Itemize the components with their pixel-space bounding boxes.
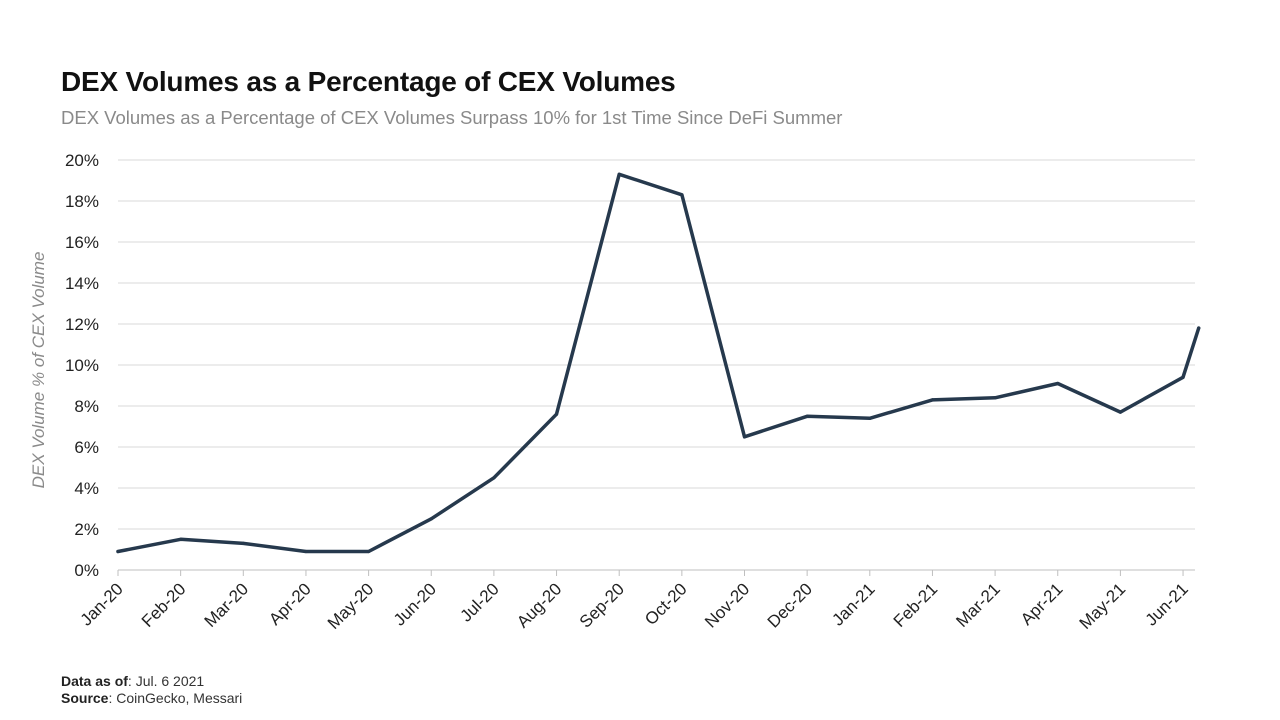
- source-label: Source: [61, 690, 109, 706]
- source-value: : CoinGecko, Messari: [108, 690, 243, 706]
- data-point: [241, 541, 245, 546]
- x-tick-label: Jun-21: [1142, 579, 1192, 629]
- data-point: [1181, 375, 1185, 379]
- x-tick-label: Jan-21: [828, 579, 878, 629]
- x-tick-label: Nov-20: [701, 579, 753, 631]
- data-point: [868, 416, 872, 420]
- data-point: [492, 476, 496, 480]
- data-point: [116, 549, 120, 554]
- y-tick-label: 10%: [65, 356, 99, 375]
- x-tick-label: Feb-21: [890, 579, 942, 631]
- data-point: [680, 193, 684, 197]
- chart-subtitle: DEX Volumes as a Percentage of CEX Volum…: [61, 107, 843, 128]
- data-point: [805, 414, 809, 418]
- x-tick-label: Mar-21: [952, 579, 1004, 631]
- data-point: [367, 549, 371, 554]
- x-tick-label: Jul-20: [457, 579, 503, 625]
- data-point: [1118, 410, 1122, 414]
- data-as-of-label: Data as of: [61, 673, 128, 689]
- data-point: [304, 549, 308, 554]
- x-tick-label: Oct-20: [641, 579, 691, 629]
- y-tick-label: 0%: [74, 561, 99, 580]
- gridlines: [118, 159, 1195, 530]
- data-point: [930, 398, 935, 402]
- y-tick-label: 2%: [74, 520, 99, 539]
- x-tick-label: Feb-20: [138, 579, 190, 631]
- chart-title: DEX Volumes as a Percentage of CEX Volum…: [61, 66, 676, 97]
- x-tick-label: Apr-20: [265, 579, 315, 629]
- y-tick-label: 4%: [74, 479, 99, 498]
- data-point: [1056, 381, 1060, 386]
- y-tick-label: 18%: [65, 192, 99, 211]
- x-tick-label: Sep-20: [576, 579, 628, 631]
- x-tick-label: Jan-20: [77, 579, 127, 629]
- footer-source: Source: CoinGecko, Messari: [61, 690, 242, 706]
- data-as-of-value: : Jul. 6 2021: [127, 673, 205, 689]
- y-tick-label: 14%: [65, 274, 99, 293]
- x-tick-label: Dec-20: [764, 579, 816, 631]
- x-tick-label: Mar-20: [201, 579, 253, 631]
- y-axis-label: DEX Volume % of CEX Volume: [29, 252, 48, 489]
- data-point: [554, 412, 559, 416]
- data-point: [179, 537, 183, 541]
- data-point: [617, 172, 621, 176]
- x-tick-label: Aug-20: [513, 579, 565, 631]
- x-tick-label: Apr-21: [1017, 579, 1067, 629]
- series: [116, 172, 1201, 554]
- y-tick-label: 6%: [74, 438, 99, 457]
- data-point: [1197, 326, 1201, 330]
- axes: [117, 569, 1195, 576]
- y-tick-label: 8%: [74, 397, 99, 416]
- data-point: [429, 517, 433, 521]
- x-tick-label: Jun-20: [390, 579, 440, 629]
- y-tick-label: 12%: [65, 315, 99, 334]
- y-tick-label: 20%: [65, 151, 99, 170]
- x-tick-label: May-20: [324, 579, 378, 633]
- data-point: [993, 396, 997, 400]
- series-line: [116, 172, 1201, 554]
- footer-data-as-of: Data as of: Jul. 6 2021: [61, 673, 204, 689]
- x-tick-label: May-21: [1076, 579, 1130, 633]
- y-tick-label: 16%: [65, 233, 99, 252]
- data-point: [742, 435, 747, 439]
